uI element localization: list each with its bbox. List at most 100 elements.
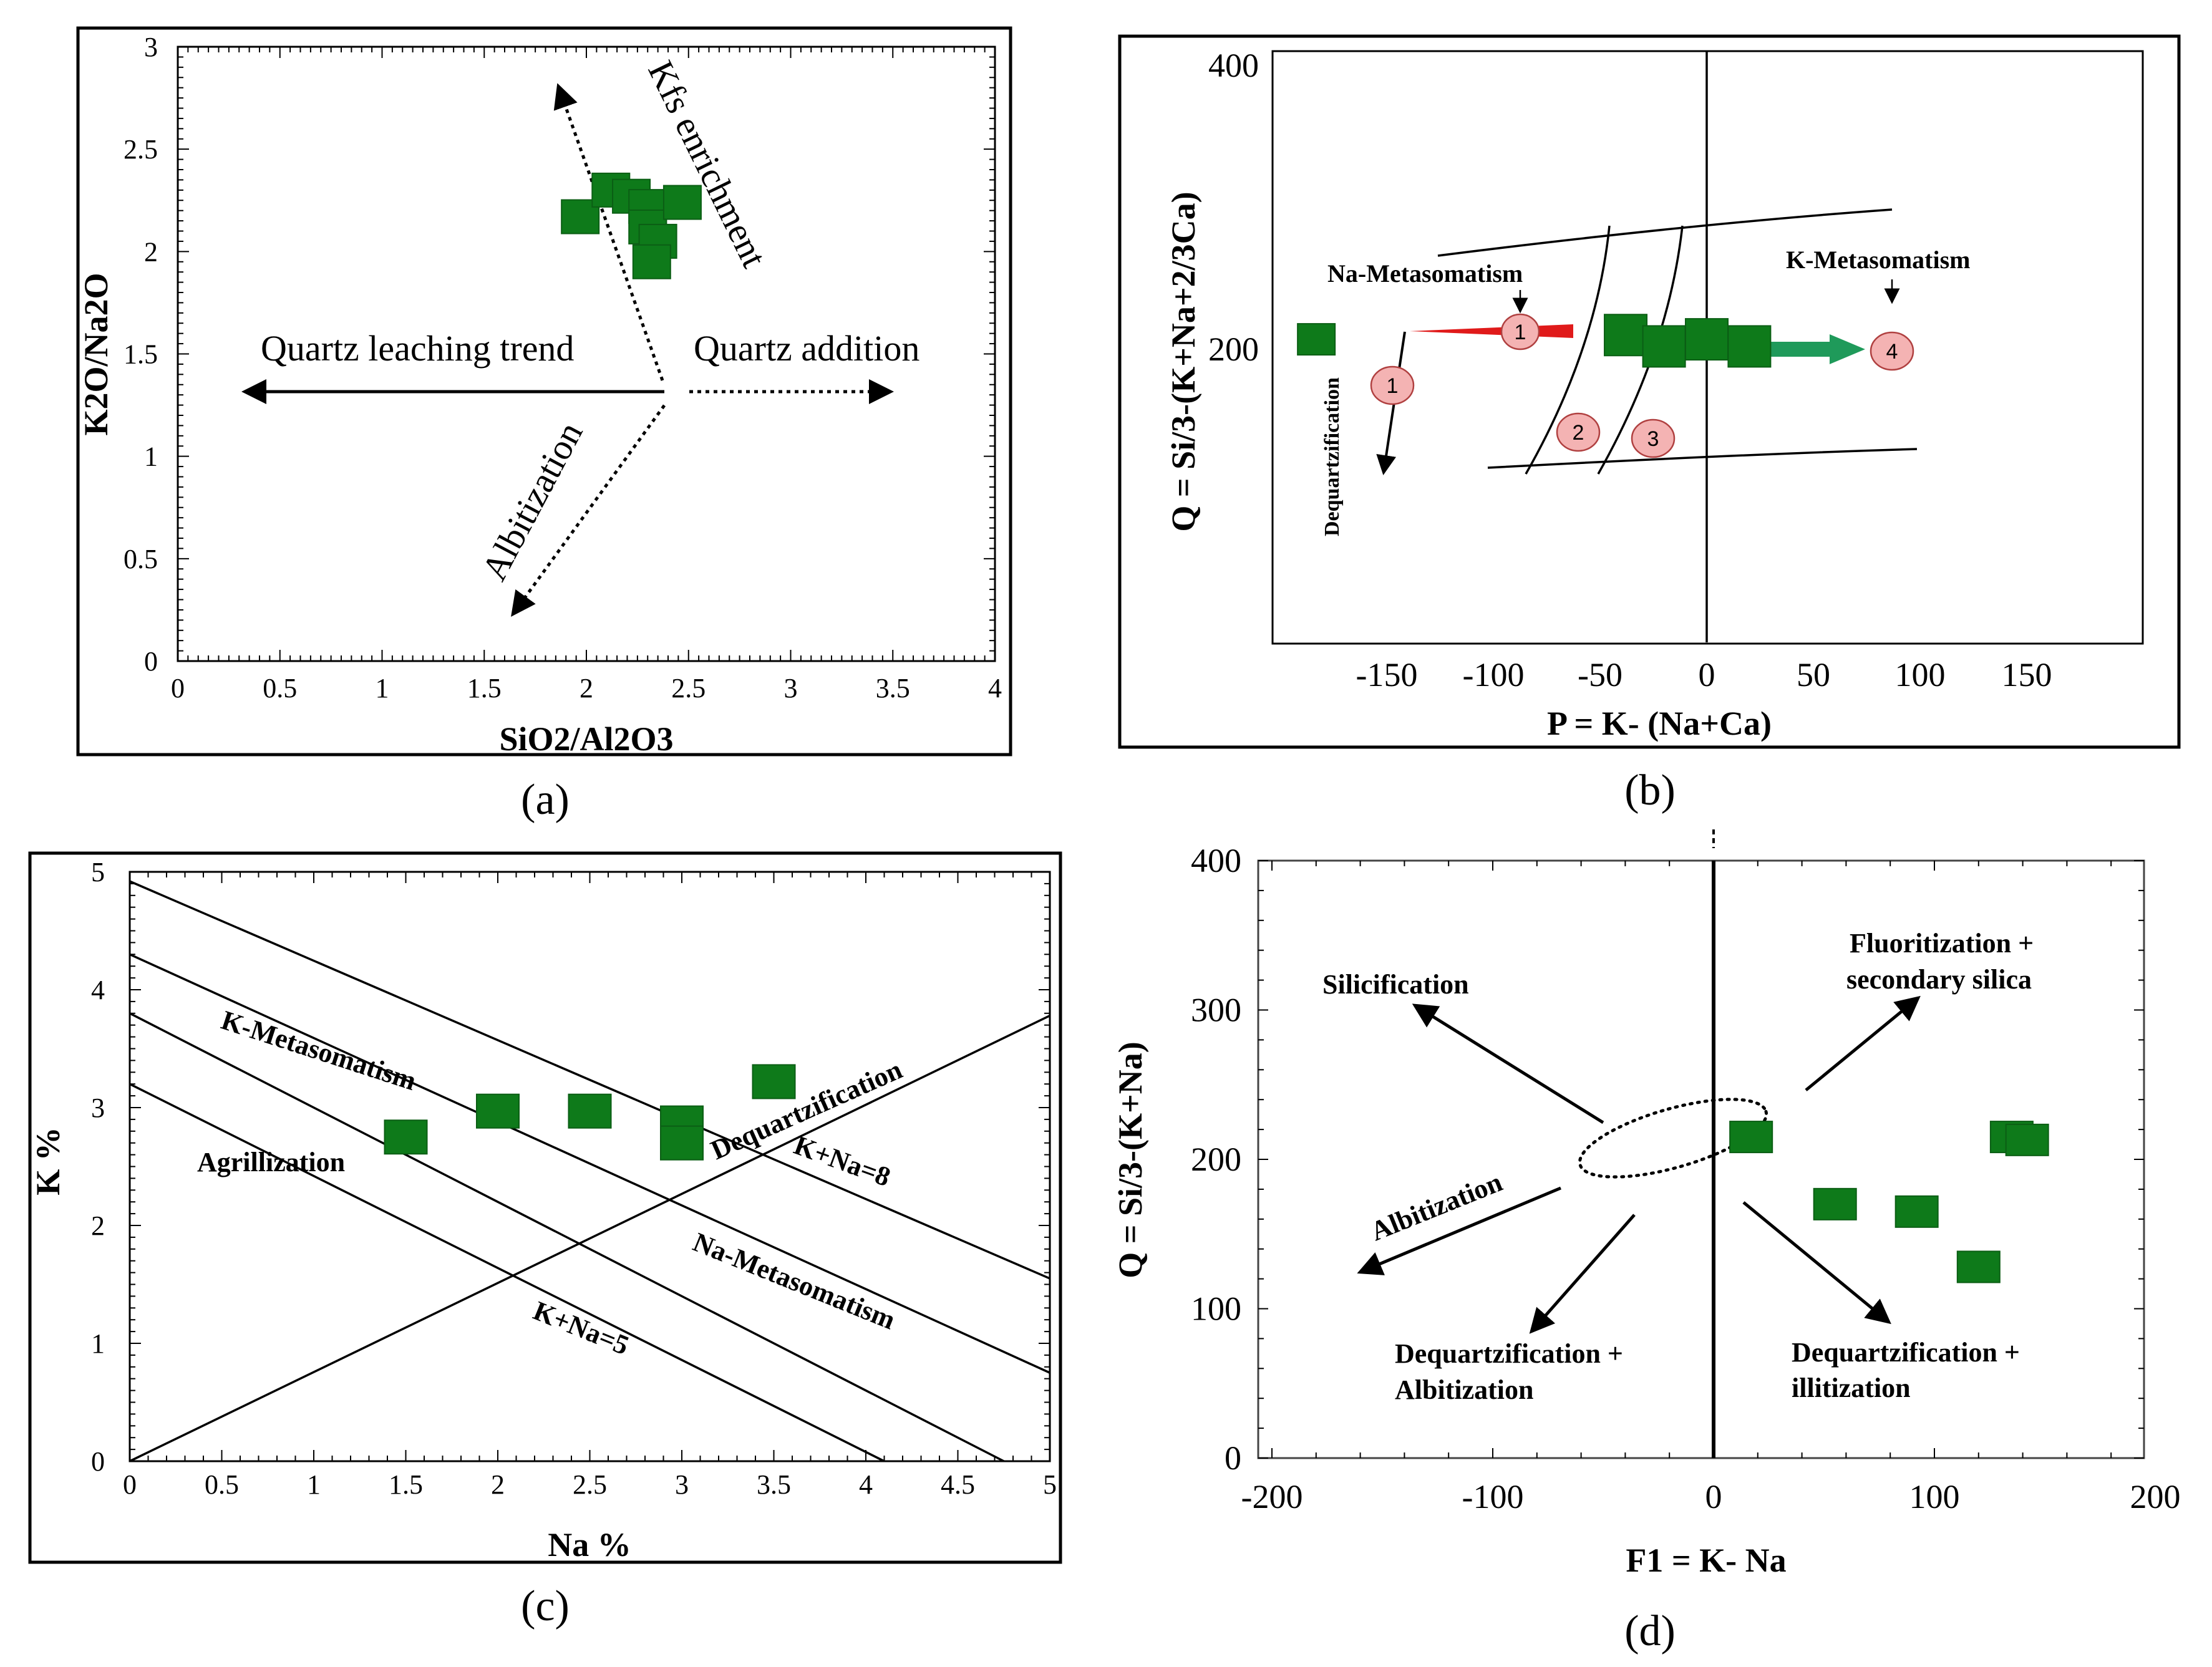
- svg-text:4: 4: [1886, 340, 1898, 364]
- panel-b-caption: (b): [1624, 766, 1676, 814]
- kfs-enrichment-arrow: [553, 83, 664, 381]
- albitization-arrow: [511, 404, 666, 617]
- d-data-point: [1956, 1250, 2001, 1283]
- c-data-point: [476, 1093, 520, 1129]
- b-x-tick-label: 50: [1797, 656, 1830, 693]
- dequartzification-label-b: Dequartzification: [1321, 377, 1344, 536]
- a-x-tick-label: 0.5: [263, 673, 297, 703]
- a-data-point: [561, 199, 600, 234]
- marker-4: 4: [1870, 331, 1914, 371]
- panel-c-y-label: K %: [29, 1127, 67, 1196]
- c-x-tick-label: 2: [491, 1469, 505, 1500]
- panel-d-tick-labels: -200 -100 0 100 200 0 100 200 300 400: [1191, 842, 2181, 1515]
- d-x-tick-label: -100: [1462, 1478, 1524, 1515]
- c-x-tick-label: 1: [307, 1469, 321, 1500]
- a-x-tick-label: 2.5: [671, 673, 706, 703]
- panel-d: -200 -100 0 100 200 0 100 200 300 400 Silicificat…: [1112, 829, 2181, 1655]
- panel-b-upper-curve: [1437, 208, 1893, 257]
- panel-b-frame: [1118, 34, 2181, 749]
- panel-a: 0 0.5 1 1.5 2 2.5 3 3.5 4 0 0.5 1 1.5 2 2.5 3 Quartz le…: [76, 26, 1012, 824]
- a-y-tick-label: 1: [144, 442, 158, 472]
- a-x-tick-label: 1: [376, 673, 389, 703]
- a-y-tick-label: 0: [144, 646, 158, 677]
- c-x-tick-label: 3: [675, 1469, 689, 1500]
- panel-b-tick-labels: -150 -100 -50 0 50 100 150 200 400: [1208, 47, 2052, 693]
- d-y-tick-label: 0: [1225, 1439, 1241, 1477]
- svg-text:1: 1: [1387, 374, 1399, 398]
- svg-text:3: 3: [1647, 427, 1659, 451]
- c-data-point: [568, 1093, 612, 1129]
- a-y-tick-label: 0.5: [124, 544, 158, 574]
- panel-d-ticks: [1258, 860, 2144, 1459]
- panel-c-frame: [28, 851, 1062, 1564]
- agrillization-label: Agrillization: [197, 1147, 345, 1177]
- panel-b: -150 -100 -50 0 50 100 150 200 400 1 1 2 3: [1118, 34, 2181, 814]
- panel-c-ticks: [129, 871, 1050, 1462]
- dequartz-illitization-label-1: Dequartzification +: [1792, 1337, 2020, 1368]
- panel-b-data-points: [1297, 314, 1772, 368]
- panel-c-data-points: [384, 1064, 796, 1161]
- d-y-tick-label: 400: [1191, 842, 1241, 879]
- panel-b-lower-curve: [1487, 448, 1918, 469]
- c-y-tick-label: 0: [91, 1446, 105, 1477]
- c-y-tick-label: 1: [91, 1328, 105, 1359]
- b-x-tick-label: -150: [1356, 656, 1418, 693]
- c-data-point: [752, 1064, 796, 1099]
- b-data-point: [1685, 318, 1729, 361]
- c-y-tick-label: 2: [91, 1210, 105, 1241]
- panel-a-data-points: [561, 172, 702, 279]
- panel-d-data-points: [1729, 1121, 2049, 1283]
- panel-a-caption: (a): [521, 776, 570, 824]
- a-y-tick-label: 1.5: [124, 339, 158, 370]
- c-x-tick-label: 5: [1043, 1469, 1057, 1500]
- a-x-tick-label: 0: [171, 673, 185, 703]
- c-x-tick-label: 1.5: [389, 1469, 423, 1500]
- fluoritization-label-2: secondary silica: [1846, 964, 2032, 995]
- d-x-tick-label: 200: [2130, 1478, 2181, 1515]
- svg-text:1: 1: [1515, 321, 1526, 344]
- a-y-tick-label: 2: [144, 236, 158, 267]
- c-reference-line: [129, 1015, 1050, 1462]
- d-y-tick-label: 300: [1191, 992, 1241, 1029]
- a-x-tick-label: 1.5: [467, 673, 502, 703]
- dequartz-albitization-label-2: Albitization: [1395, 1375, 1533, 1405]
- c-x-tick-label: 0.5: [205, 1469, 239, 1500]
- c-data-point: [384, 1119, 428, 1155]
- dequartz-illitization-label-2: illitization: [1792, 1373, 1911, 1403]
- b-data-point: [1604, 314, 1648, 357]
- c-y-tick-label: 3: [91, 1093, 105, 1123]
- b-data-point: [1727, 325, 1772, 368]
- marker-2: 2: [1556, 412, 1601, 452]
- c-reference-line: [129, 880, 1050, 1280]
- d-data-point: [2005, 1123, 2049, 1156]
- c-reference-line: [129, 1012, 1005, 1462]
- panel-a-ticks: [177, 46, 996, 662]
- a-y-tick-label: 3: [144, 32, 158, 62]
- c-x-tick-label: 3.5: [757, 1469, 791, 1500]
- panel-b-x-label: P = K- (Na+Ca): [1547, 705, 1772, 742]
- b-x-tick-label: 100: [1895, 656, 1946, 693]
- panel-c-x-label: Na %: [548, 1526, 631, 1563]
- marker-1-dequartz: 1: [1370, 365, 1415, 405]
- fluoritization-label-1: Fluoritization +: [1850, 928, 2034, 959]
- panel-b-boundary-2: [1525, 225, 1611, 475]
- silicification-arrow: [1412, 1003, 1604, 1124]
- panel-d-y-label: Q = Si/3-(K+Na): [1112, 1041, 1149, 1278]
- d-data-point: [1729, 1121, 1773, 1154]
- silicification-label: Silicification: [1322, 969, 1469, 1000]
- c-y-tick-label: 5: [91, 857, 105, 887]
- c-x-tick-label: 2.5: [573, 1469, 607, 1500]
- d-y-tick-label: 200: [1191, 1141, 1241, 1178]
- d-data-point: [1813, 1187, 1857, 1220]
- c-reference-line: [129, 1083, 885, 1462]
- d-x-tick-label: 0: [1705, 1478, 1722, 1515]
- k-metasomatism-arrow: [1759, 334, 1865, 364]
- a-x-tick-label: 4: [988, 673, 1002, 703]
- b-x-tick-label: 150: [2002, 656, 2052, 693]
- b-x-tick-label: -100: [1463, 656, 1525, 693]
- b-data-point: [1642, 325, 1686, 368]
- panel-c-caption: (c): [521, 1582, 570, 1630]
- marker-1-na: 1: [1500, 313, 1540, 350]
- b-x-tick-label: 0: [1699, 656, 1715, 693]
